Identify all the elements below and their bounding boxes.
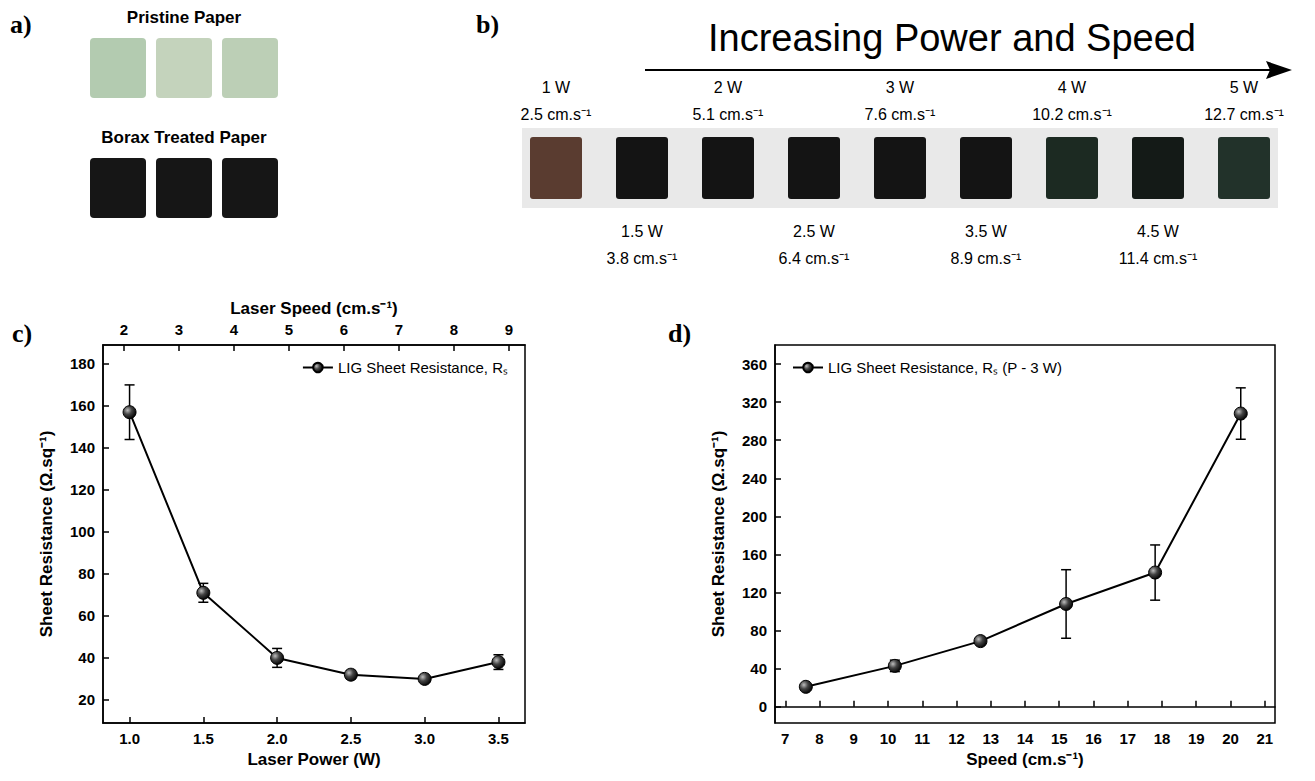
svg-text:3.5: 3.5: [488, 730, 509, 747]
svg-text:2.5: 2.5: [340, 730, 361, 747]
svg-text:Laser Speed (cm.s⁻¹): Laser Speed (cm.s⁻¹): [230, 299, 398, 318]
svg-text:12: 12: [948, 730, 965, 747]
svg-text:20: 20: [78, 691, 95, 708]
svg-text:10: 10: [880, 730, 897, 747]
svg-text:240: 240: [742, 470, 767, 487]
svg-text:11: 11: [914, 730, 930, 747]
svg-text:80: 80: [78, 565, 95, 582]
svg-text:1.5: 1.5: [193, 730, 214, 747]
svg-text:21: 21: [1256, 730, 1273, 747]
svg-text:360: 360: [742, 356, 767, 373]
html-text:11.4 cm.s⁻¹: 11.4 cm.s⁻¹: [1118, 250, 1198, 267]
svg-text:Sheet Resistance (Ω.sq⁻¹): Sheet Resistance (Ω.sq⁻¹): [37, 431, 56, 638]
svg-text:4: 4: [230, 321, 239, 338]
svg-text:16: 16: [1085, 730, 1102, 747]
html-text:1.5 W: 1.5 W: [621, 223, 663, 240]
svg-text:20: 20: [1222, 730, 1239, 747]
svg-text:0: 0: [759, 698, 767, 715]
svg-text:180: 180: [70, 355, 95, 372]
html-text:7.6 cm.s⁻¹: 7.6 cm.s⁻¹: [864, 106, 936, 123]
html-text:5 W: 5 W: [1229, 79, 1259, 96]
svg-text:18: 18: [1154, 730, 1171, 747]
svg-text:14: 14: [1017, 730, 1034, 747]
svg-text:7: 7: [781, 730, 789, 747]
html-text:2.5 W: 2.5 W: [793, 223, 835, 240]
svg-text:9: 9: [505, 321, 513, 338]
svg-text:80: 80: [750, 622, 767, 639]
svg-text:60: 60: [78, 607, 95, 624]
svg-text:100: 100: [70, 523, 95, 540]
svg-text:Speed (cm.s⁻¹): Speed (cm.s⁻¹): [966, 750, 1083, 769]
html-text:Pristine Paper: Pristine Paper: [126, 8, 242, 27]
html-text:2 W: 2 W: [713, 79, 743, 96]
svg-text:15: 15: [1051, 730, 1068, 747]
html-text:2.5 cm.s⁻¹: 2.5 cm.s⁻¹: [520, 106, 592, 123]
svg-text:160: 160: [742, 546, 767, 563]
svg-text:140: 140: [70, 439, 95, 456]
svg-text:13: 13: [982, 730, 999, 747]
svg-text:Laser Power (W): Laser Power (W): [247, 750, 380, 769]
html-text:3.5 W: 3.5 W: [965, 223, 1007, 240]
html-text:Increasing Power and Speed: Increasing Power and Speed: [708, 16, 1196, 59]
svg-text:40: 40: [78, 649, 95, 666]
svg-text:19: 19: [1188, 730, 1205, 747]
svg-text:3: 3: [175, 321, 183, 338]
svg-text:c): c): [12, 319, 32, 348]
html-text:a): a): [10, 10, 32, 39]
html-text:3 W: 3 W: [885, 79, 915, 96]
html-text:1 W: 1 W: [541, 79, 571, 96]
svg-text:9: 9: [850, 730, 858, 747]
svg-text:120: 120: [742, 584, 767, 601]
html-text:4.5 W: 4.5 W: [1137, 223, 1179, 240]
svg-text:17: 17: [1119, 730, 1136, 747]
svg-text:6: 6: [340, 321, 348, 338]
svg-text:320: 320: [742, 394, 767, 411]
svg-text:8: 8: [450, 321, 458, 338]
html-text:3.8 cm.s⁻¹: 3.8 cm.s⁻¹: [606, 250, 678, 267]
html-text:4 W: 4 W: [1057, 79, 1087, 96]
html-text:6.4 cm.s⁻¹: 6.4 cm.s⁻¹: [778, 250, 850, 267]
svg-text:2: 2: [120, 321, 128, 338]
html-text:8.9 cm.s⁻¹: 8.9 cm.s⁻¹: [950, 250, 1022, 267]
svg-text:40: 40: [750, 660, 767, 677]
svg-text:7: 7: [395, 321, 403, 338]
svg-text:d): d): [668, 319, 691, 348]
svg-text:LIG Sheet Resistance, Rₛ (P -: LIG Sheet Resistance, Rₛ (P - 3 W): [828, 359, 1062, 376]
html-text:10.2 cm.s⁻¹: 10.2 cm.s⁻¹: [1032, 106, 1112, 123]
html-text:12.7 cm.s⁻¹: 12.7 cm.s⁻¹: [1204, 106, 1284, 123]
svg-text:3.0: 3.0: [414, 730, 435, 747]
svg-text:Sheet Resistance (Ω.sq⁻¹): Sheet Resistance (Ω.sq⁻¹): [709, 431, 728, 638]
svg-text:2.0: 2.0: [267, 730, 288, 747]
svg-text:160: 160: [70, 397, 95, 414]
svg-text:8: 8: [815, 730, 823, 747]
svg-text:200: 200: [742, 508, 767, 525]
html-text:b): b): [476, 10, 500, 39]
html-text:Borax Treated Paper: Borax Treated Paper: [101, 128, 267, 147]
html-text:5.1 cm.s⁻¹: 5.1 cm.s⁻¹: [692, 106, 764, 123]
svg-text:280: 280: [742, 432, 767, 449]
svg-text:1.0: 1.0: [119, 730, 140, 747]
svg-text:120: 120: [70, 481, 95, 498]
svg-text:LIG Sheet Resistance, Rₛ: LIG Sheet Resistance, Rₛ: [338, 359, 508, 376]
svg-text:5: 5: [285, 321, 293, 338]
